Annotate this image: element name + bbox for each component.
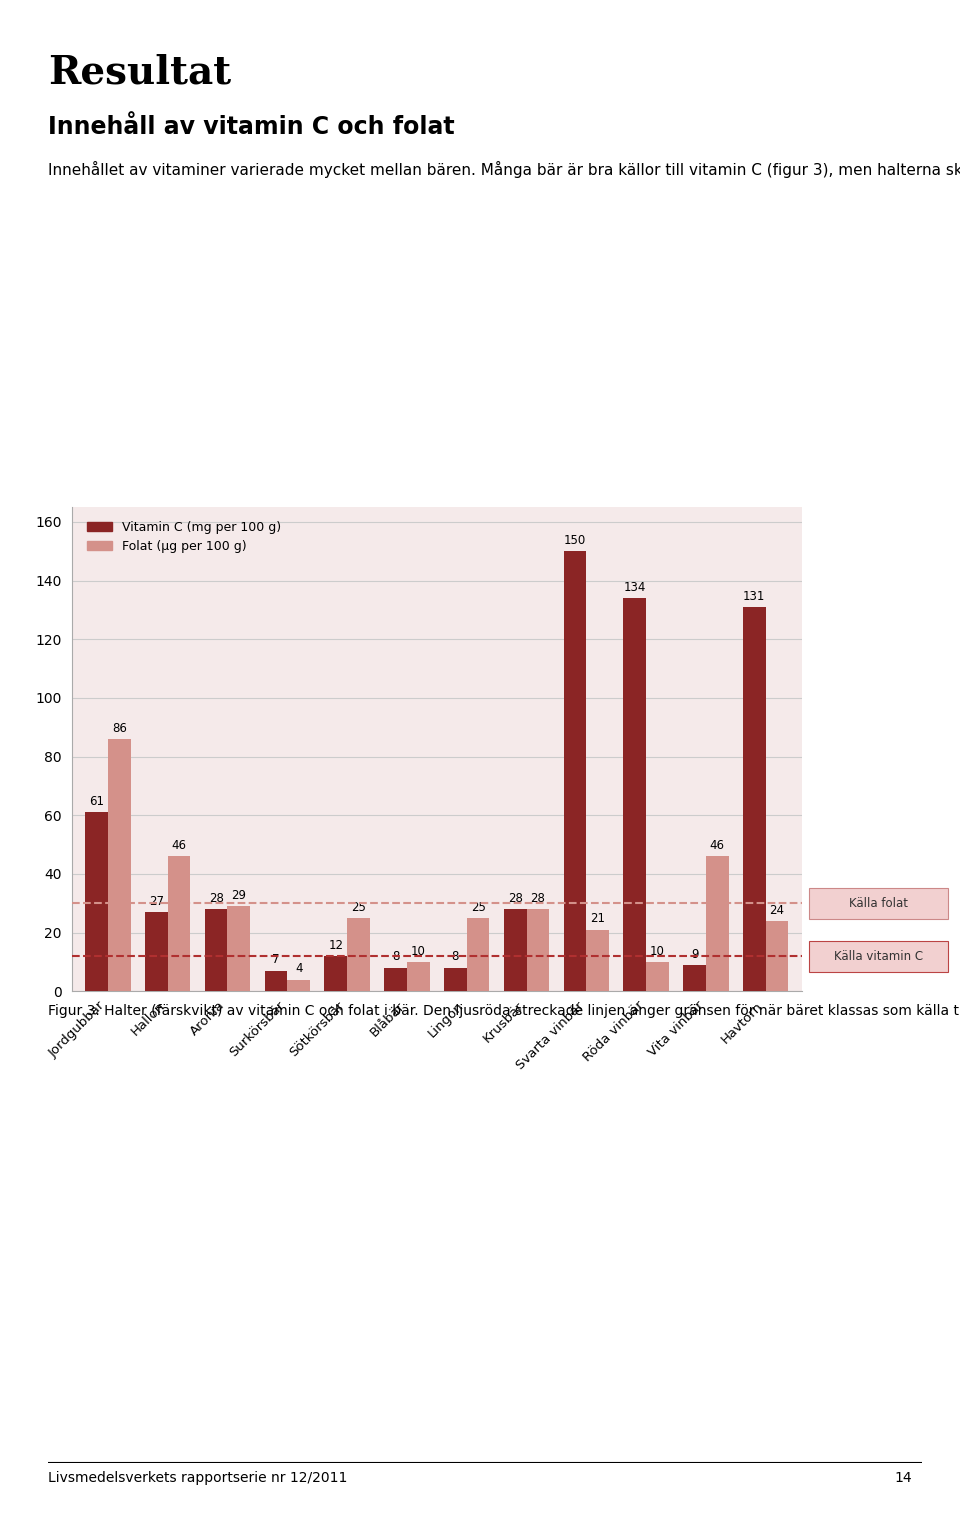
Text: 61: 61 [89, 795, 104, 808]
Text: 46: 46 [172, 839, 186, 851]
Bar [287, 979, 310, 991]
Bar [348, 918, 370, 991]
Text: Källa folat: Källa folat [850, 896, 908, 910]
Bar [743, 607, 766, 991]
Text: 10: 10 [411, 945, 425, 958]
Text: 150: 150 [564, 533, 586, 547]
Bar [265, 971, 287, 991]
Bar [706, 856, 729, 991]
Text: 134: 134 [624, 581, 646, 593]
Bar [684, 965, 706, 991]
Text: 25: 25 [351, 901, 366, 913]
Bar [145, 911, 168, 991]
Bar [108, 739, 131, 991]
Text: 14: 14 [895, 1471, 912, 1485]
Bar [324, 956, 348, 991]
Bar [168, 856, 190, 991]
Text: Innehållet av vitaminer varierade mycket mellan bären. Många bär är bra källor t: Innehållet av vitaminer varierade mycket… [48, 161, 960, 178]
Text: 10: 10 [650, 945, 665, 958]
Bar [587, 930, 609, 991]
Text: 21: 21 [590, 913, 605, 925]
FancyBboxPatch shape [809, 888, 948, 919]
Text: Källa vitamin C: Källa vitamin C [834, 950, 924, 962]
Text: 86: 86 [111, 721, 127, 735]
Text: Innehåll av vitamin C och folat: Innehåll av vitamin C och folat [48, 115, 455, 140]
Bar [204, 910, 228, 991]
Bar [646, 962, 669, 991]
Text: 12: 12 [328, 939, 344, 951]
Bar [526, 910, 549, 991]
Text: 25: 25 [470, 901, 486, 913]
Bar [467, 918, 490, 991]
Text: 9: 9 [691, 947, 698, 961]
Bar [623, 598, 646, 991]
Text: 7: 7 [273, 953, 279, 967]
Text: Resultat: Resultat [48, 54, 231, 92]
Legend: Vitamin C (mg per 100 g), Folat (µg per 100 g): Vitamin C (mg per 100 g), Folat (µg per … [82, 516, 286, 558]
Bar [85, 813, 108, 991]
Text: 4: 4 [295, 962, 302, 974]
Text: 46: 46 [709, 839, 725, 851]
Bar [444, 968, 467, 991]
Text: Figur 3. Halter (färskvikt) av vitamin C och folat i bär. Den ljusröda streckade: Figur 3. Halter (färskvikt) av vitamin C… [48, 1004, 960, 1017]
Text: 131: 131 [743, 590, 765, 603]
Text: 24: 24 [770, 904, 784, 916]
Text: Livsmedelsverkets rapportserie nr 12/2011: Livsmedelsverkets rapportserie nr 12/201… [48, 1471, 348, 1485]
Text: 27: 27 [149, 895, 164, 908]
Bar [407, 962, 430, 991]
Bar [766, 921, 788, 991]
Text: 28: 28 [208, 891, 224, 905]
Text: 8: 8 [392, 950, 399, 964]
Text: 28: 28 [508, 891, 522, 905]
Bar [384, 968, 407, 991]
Text: 8: 8 [451, 950, 459, 964]
Text: 28: 28 [531, 891, 545, 905]
Bar [228, 907, 251, 991]
Text: 29: 29 [231, 888, 247, 902]
Bar [564, 552, 587, 991]
Bar [504, 910, 526, 991]
FancyBboxPatch shape [809, 941, 948, 971]
